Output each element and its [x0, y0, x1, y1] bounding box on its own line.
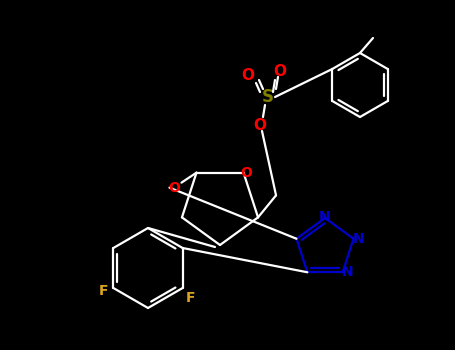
Text: O: O: [273, 64, 287, 79]
Text: O: O: [253, 118, 267, 133]
Text: N: N: [319, 210, 331, 224]
Text: N: N: [342, 265, 354, 279]
Text: S: S: [262, 88, 274, 106]
Text: F: F: [99, 284, 108, 298]
Text: O: O: [242, 68, 254, 83]
Text: O: O: [241, 166, 253, 180]
Text: O: O: [168, 181, 181, 195]
Text: F: F: [186, 291, 195, 305]
Text: N: N: [353, 232, 364, 246]
